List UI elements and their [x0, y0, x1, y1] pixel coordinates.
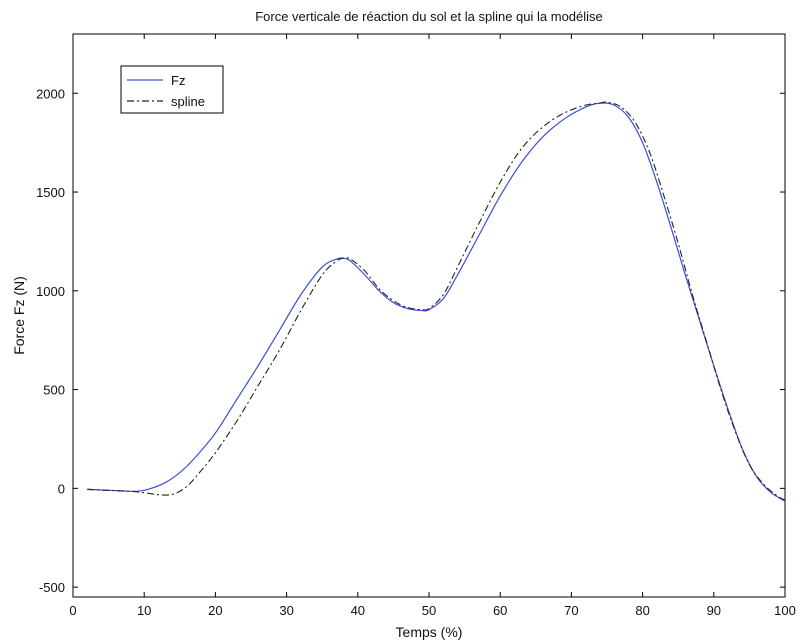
x-tick-label: 10	[137, 603, 151, 618]
x-tick-label: 30	[279, 603, 293, 618]
x-tick-label: 70	[564, 603, 578, 618]
x-tick-label: 50	[422, 603, 436, 618]
y-tick-label: 500	[43, 383, 65, 398]
y-tick-label: 2000	[36, 86, 65, 101]
axes-frame	[72, 33, 786, 598]
legend: Fz spline	[120, 65, 224, 114]
x-axis-title: Temps (%)	[396, 624, 463, 640]
x-tick-label: 0	[69, 603, 76, 618]
chart-title: Force verticale de réaction du sol et la…	[255, 9, 603, 24]
series-line-spline	[87, 101, 786, 501]
series-layer	[87, 101, 786, 502]
x-tick-label: 40	[351, 603, 365, 618]
x-tick-label: 80	[635, 603, 649, 618]
x-tick-label: 20	[208, 603, 222, 618]
x-tick-label: 90	[707, 603, 721, 618]
x-tick-label: 60	[493, 603, 507, 618]
y-tick-label: 1500	[36, 185, 65, 200]
x-tick-label: 100	[774, 603, 796, 618]
x-axis: 0 10 20 30 40 50 60 70 80 90 100	[69, 34, 796, 618]
y-axis-title: Force Fz (N)	[11, 276, 27, 355]
y-tick-label: 1000	[36, 284, 65, 299]
legend-label-spline: spline	[171, 94, 205, 109]
legend-box	[120, 65, 224, 114]
y-axis: -500 0 500 1000 1500 2000	[36, 86, 785, 595]
legend-label-fz: Fz	[171, 73, 185, 88]
y-tick-label: 0	[58, 481, 65, 496]
plot-area: 0 10 20 30 40 50 60 70 80 90 100 -500 0 500 1000 1500 2…	[36, 33, 796, 618]
series-line-fz	[87, 102, 786, 502]
y-tick-label: -500	[39, 580, 65, 595]
